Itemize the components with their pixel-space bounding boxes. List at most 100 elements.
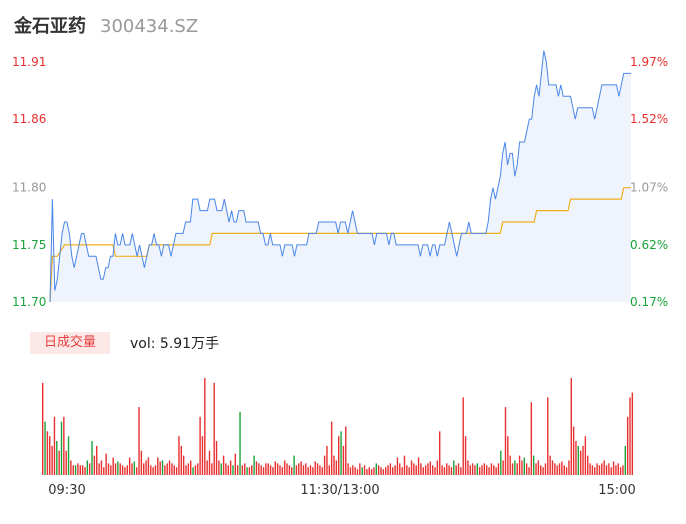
- price-chart[interactable]: 11.91 11.86 11.80 11.75 11.70 1.97% 1.52% 1.07%…: [0, 0, 686, 330]
- volume-bar: [521, 460, 523, 475]
- volume-bar: [532, 455, 535, 475]
- volume-bar: [460, 467, 462, 475]
- volume-bar: [617, 463, 619, 475]
- volume-bar: [305, 463, 307, 475]
- volume-bar: [380, 467, 382, 475]
- volume-bar: [509, 455, 511, 475]
- volume-bar: [326, 445, 328, 475]
- volume-bar: [201, 436, 204, 475]
- volume-bar: [269, 465, 272, 475]
- volume-bar: [185, 465, 187, 475]
- volume-bar: [626, 416, 629, 475]
- volume-bar: [453, 460, 455, 475]
- volume-bar: [328, 465, 331, 475]
- volume-bar: [354, 467, 356, 475]
- volume-bar: [121, 465, 124, 475]
- volume-bar: [605, 465, 608, 475]
- volume-bar: [446, 463, 448, 475]
- volume-bar: [572, 426, 575, 475]
- volume-bar: [77, 463, 79, 475]
- volume-bar: [199, 416, 201, 475]
- volume-tab[interactable]: 日成交量: [30, 332, 110, 354]
- volume-bar: [86, 460, 89, 475]
- volume-bar: [504, 407, 507, 475]
- volume-bar: [556, 465, 558, 475]
- volume-bar: [65, 450, 67, 475]
- volume-bar: [74, 465, 77, 475]
- price-area: [50, 50, 631, 302]
- volume-bar: [323, 455, 326, 475]
- volume-bar: [394, 465, 396, 475]
- volume-bar: [60, 421, 63, 475]
- volume-bar: [112, 457, 114, 475]
- volume-bar: [51, 445, 53, 475]
- volume-bar: [314, 461, 316, 475]
- y-right-tick-label: 1.07%: [630, 181, 668, 195]
- volume-bar: [204, 378, 206, 475]
- volume-bar: [274, 461, 276, 475]
- volume-bar: [246, 467, 248, 475]
- y-right-tick-label: 0.62%: [630, 238, 668, 252]
- volume-bar: [143, 463, 145, 475]
- volume-bar: [175, 467, 178, 475]
- volume-bar: [528, 467, 530, 475]
- volume-bar: [575, 441, 577, 475]
- volume-bar: [124, 467, 126, 475]
- volume-bar: [91, 441, 93, 475]
- volume-bar: [173, 465, 175, 475]
- volume-bar: [558, 463, 561, 475]
- stock-header: 金石亚药 300434.SZ: [14, 12, 198, 40]
- volume-bar: [542, 467, 544, 475]
- y-left-tick-label: 11.91: [12, 55, 46, 69]
- volume-bar: [582, 445, 584, 475]
- volume-bar: [612, 461, 615, 475]
- volume-bar: [138, 407, 140, 475]
- volume-bar: [197, 463, 199, 475]
- volume-bar: [211, 463, 213, 475]
- volume-bar: [302, 465, 305, 475]
- volume-bar: [159, 461, 161, 475]
- volume-bar: [206, 460, 208, 475]
- volume-bar: [100, 460, 103, 475]
- volume-bar: [213, 382, 215, 475]
- volume-bar: [507, 436, 509, 475]
- volume-bar: [594, 467, 596, 475]
- volume-bar: [530, 402, 533, 475]
- volume-bar: [457, 463, 460, 475]
- volume-bar: [267, 463, 269, 475]
- volume-bar: [67, 436, 70, 475]
- volume-bar: [164, 465, 166, 475]
- volume-bar: [392, 467, 394, 475]
- volume-bar: [168, 460, 171, 475]
- volume-bar: [98, 463, 100, 475]
- volume-bar: [448, 465, 450, 475]
- stock-code: 300434.SZ: [100, 16, 199, 37]
- volume-bar: [384, 467, 387, 475]
- y-right-tick-label: 1.52%: [630, 112, 668, 126]
- volume-bar: [387, 465, 389, 475]
- volume-bar: [312, 467, 314, 475]
- volume-bar: [236, 465, 239, 475]
- volume-bar: [436, 460, 439, 475]
- volume-bar: [417, 457, 420, 475]
- volume-bar: [518, 455, 521, 475]
- volume-bar: [356, 469, 359, 475]
- volume-bar: [70, 460, 72, 475]
- volume-bar: [493, 465, 495, 475]
- volume-bar: [441, 465, 443, 475]
- volume-bar: [349, 467, 352, 475]
- volume-bar: [258, 463, 260, 475]
- volume-bar: [110, 465, 112, 475]
- volume-bar: [462, 397, 464, 475]
- volume-bar: [467, 460, 469, 475]
- volume-bar: [255, 461, 258, 475]
- volume-bar: [486, 465, 488, 475]
- volume-bar: [218, 460, 220, 475]
- volume-bar: [241, 465, 244, 475]
- volume-bar: [316, 463, 319, 475]
- y-left-tick-label: 11.70: [12, 295, 46, 309]
- volume-bar: [497, 463, 500, 475]
- volume-bar: [483, 463, 486, 475]
- volume-bar: [406, 465, 408, 475]
- volume-bar: [298, 463, 300, 475]
